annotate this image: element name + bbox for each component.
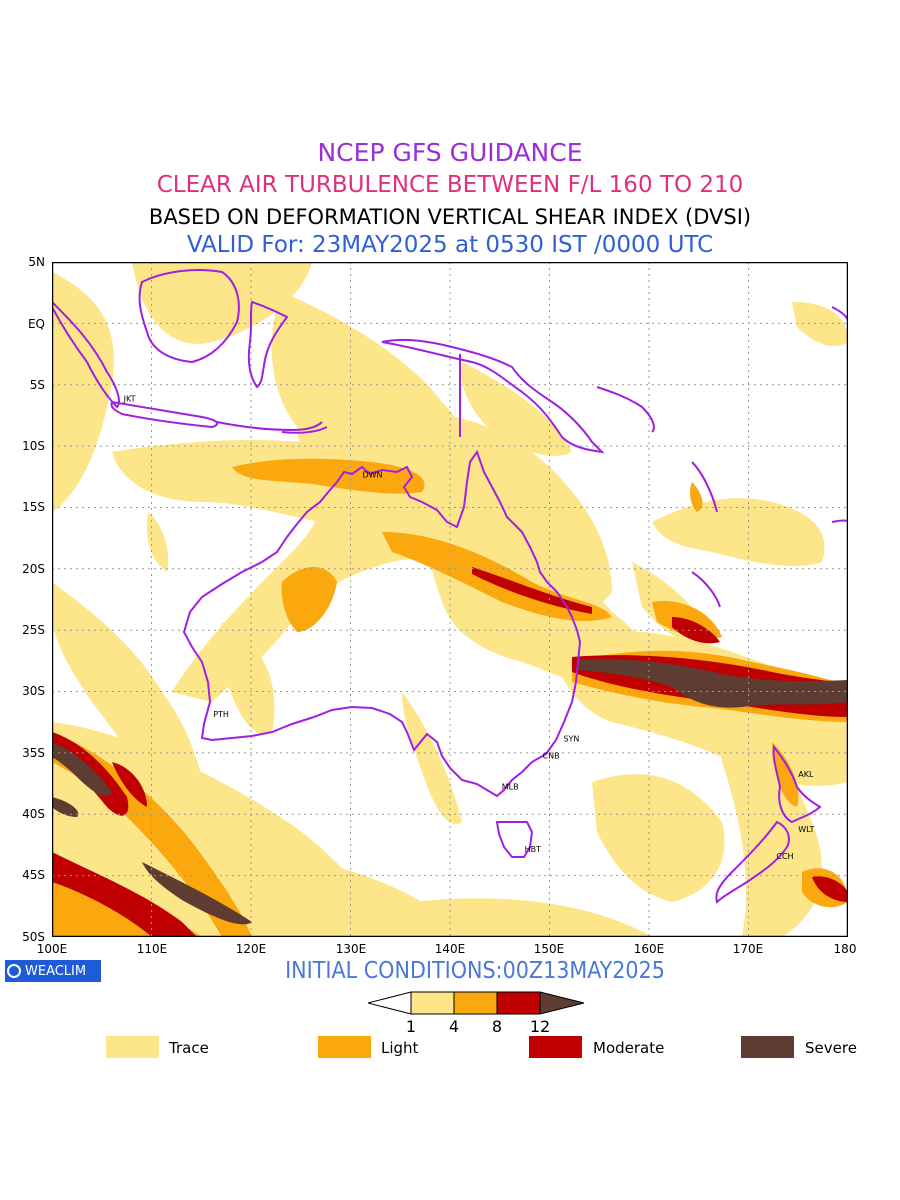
lat-label: 50S xyxy=(22,930,45,944)
colorbar-tick: 8 xyxy=(491,1017,503,1036)
lat-label: 10S xyxy=(22,439,45,453)
lon-label: 100E xyxy=(36,942,68,956)
title-index: BASED ON DEFORMATION VERTICAL SHEAR INDE… xyxy=(148,205,752,229)
colorbar-trace xyxy=(410,991,455,1015)
initial-conditions: INITIAL CONDITIONS:00Z13MAY2025 xyxy=(285,958,665,984)
title-guidance: NCEP GFS GUIDANCE xyxy=(317,138,583,167)
city-label-cch: CCH xyxy=(776,852,793,861)
legend-swatch-severe xyxy=(741,1036,794,1058)
severe-regions xyxy=(52,659,848,925)
city-label-pth: PTH xyxy=(213,710,229,719)
lat-label: 20S xyxy=(22,562,45,576)
legend-label-moderate: Moderate xyxy=(593,1039,665,1057)
legend-label-trace: Trace xyxy=(169,1039,209,1057)
lat-label: 45S xyxy=(22,868,45,882)
colorbar-tick: 12 xyxy=(529,1017,551,1036)
lon-label: 110E xyxy=(136,942,168,956)
lat-label: 25S xyxy=(22,623,45,637)
legend-label-severe: Severe xyxy=(805,1039,857,1057)
lon-label: 150E xyxy=(533,942,565,956)
colorbar-light xyxy=(453,991,498,1015)
city-label-hbt: HBT xyxy=(525,845,542,854)
map-frame xyxy=(52,262,848,937)
city-label-mlb: MLB xyxy=(502,782,519,791)
legend-swatch-moderate xyxy=(529,1036,582,1058)
lat-label: 5S xyxy=(29,378,45,392)
lon-label: 180 xyxy=(833,942,857,956)
city-label-akl: AKL xyxy=(798,770,814,779)
badge-label: WEACLIM xyxy=(25,963,87,979)
lat-label: EQ xyxy=(27,317,45,331)
lon-label: 160E xyxy=(633,942,665,956)
legend-swatch-trace xyxy=(106,1036,159,1058)
lon-label: 130E xyxy=(335,942,367,956)
lon-label: 120E xyxy=(235,942,267,956)
title-turbulence: CLEAR AIR TURBULENCE BETWEEN F/L 160 TO … xyxy=(156,172,744,198)
colorbar-tick: 4 xyxy=(448,1017,460,1036)
city-label-wlt: WLT xyxy=(798,825,814,834)
lon-label: 140E xyxy=(434,942,466,956)
logo-ring-icon xyxy=(7,964,21,978)
colorbar-severe-triangle xyxy=(539,991,585,1015)
title-valid: VALID For: 23MAY2025 at 0530 IST /0000 U… xyxy=(186,232,714,258)
colorbar-tick: 1 xyxy=(405,1017,417,1036)
lon-label: 170E xyxy=(732,942,764,956)
lat-label: 40S xyxy=(22,807,45,821)
colorbar-moderate xyxy=(496,991,541,1015)
weaclim-badge[interactable]: WEACLIM xyxy=(5,960,101,982)
legend-swatch-light xyxy=(318,1036,371,1058)
lat-label: 15S xyxy=(22,500,45,514)
city-label-cnb: CNB xyxy=(543,752,560,761)
lat-label: 35S xyxy=(22,746,45,760)
coastlines xyxy=(52,269,848,904)
lat-label: 30S xyxy=(22,684,45,698)
colorbar-white-triangle xyxy=(368,991,412,1015)
city-label-syn: SYN xyxy=(563,734,579,743)
colorbar xyxy=(368,991,585,1015)
legend-label-light: Light xyxy=(381,1039,419,1057)
lat-label: 5N xyxy=(28,255,45,269)
city-label-jkt: JKT xyxy=(123,394,136,403)
city-label-dwn: DWN xyxy=(362,471,382,480)
